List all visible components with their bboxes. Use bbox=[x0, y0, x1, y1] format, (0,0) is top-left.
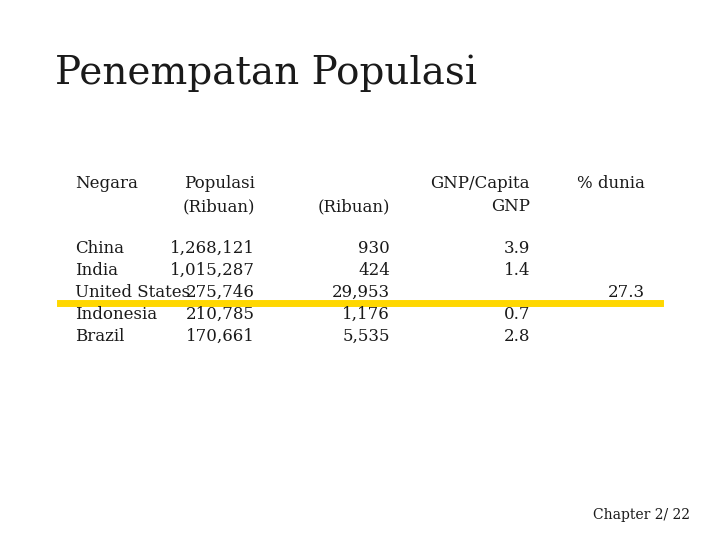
Text: Populasi: Populasi bbox=[184, 175, 255, 192]
Text: China: China bbox=[75, 240, 124, 257]
Text: Chapter 2/ 22: Chapter 2/ 22 bbox=[593, 508, 690, 522]
Text: Negara: Negara bbox=[75, 175, 138, 192]
Text: 170,661: 170,661 bbox=[186, 328, 255, 345]
Text: 1,015,287: 1,015,287 bbox=[170, 262, 255, 279]
Text: % dunia: % dunia bbox=[577, 175, 645, 192]
Text: 930: 930 bbox=[359, 240, 390, 257]
Text: United States: United States bbox=[75, 284, 190, 301]
Text: Indonesia: Indonesia bbox=[75, 306, 157, 323]
Text: 1,176: 1,176 bbox=[342, 306, 390, 323]
Text: GNP/Capita: GNP/Capita bbox=[431, 175, 530, 192]
Text: 0.7: 0.7 bbox=[503, 306, 530, 323]
Text: 5,535: 5,535 bbox=[343, 328, 390, 345]
Text: Penempatan Populasi: Penempatan Populasi bbox=[55, 55, 477, 92]
Text: 29,953: 29,953 bbox=[332, 284, 390, 301]
Text: 275,746: 275,746 bbox=[186, 284, 255, 301]
Text: 2.8: 2.8 bbox=[503, 328, 530, 345]
Text: 210,785: 210,785 bbox=[186, 306, 255, 323]
Text: 424: 424 bbox=[358, 262, 390, 279]
Text: (Ribuan): (Ribuan) bbox=[182, 198, 255, 215]
Text: 3.9: 3.9 bbox=[503, 240, 530, 257]
Text: India: India bbox=[75, 262, 118, 279]
Text: Brazil: Brazil bbox=[75, 328, 125, 345]
Text: (Ribuan): (Ribuan) bbox=[318, 198, 390, 215]
Text: 27.3: 27.3 bbox=[608, 284, 645, 301]
Text: 1.4: 1.4 bbox=[503, 262, 530, 279]
Text: GNP: GNP bbox=[491, 198, 530, 215]
Text: 1,268,121: 1,268,121 bbox=[170, 240, 255, 257]
